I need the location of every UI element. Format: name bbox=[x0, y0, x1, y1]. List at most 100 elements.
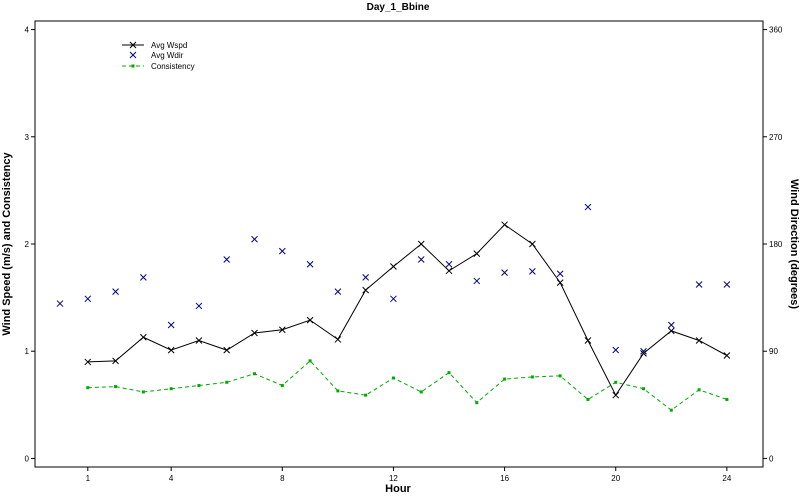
data-point bbox=[112, 357, 119, 365]
data-point bbox=[417, 240, 425, 248]
data-point bbox=[253, 372, 257, 376]
data-point bbox=[417, 256, 425, 263]
data-point bbox=[501, 269, 508, 276]
y-tick-label: 0 bbox=[25, 454, 30, 463]
data-point bbox=[251, 235, 258, 243]
legend-wspd-label: Avg Wspd bbox=[151, 41, 187, 50]
data-point bbox=[447, 371, 451, 375]
legend-item-consistency: Consistency bbox=[122, 62, 195, 71]
data-point bbox=[141, 390, 145, 394]
data-point bbox=[419, 390, 423, 394]
series-line bbox=[87, 224, 728, 397]
data-point bbox=[169, 387, 173, 391]
legend: Avg Wspd Avg Wdir Consistency bbox=[122, 41, 195, 71]
data-point bbox=[223, 256, 231, 263]
data-point bbox=[195, 302, 203, 310]
data-point bbox=[336, 389, 340, 393]
y-tick-label: 1 bbox=[25, 347, 30, 356]
data-point bbox=[445, 260, 453, 268]
y2-tick-label: 0 bbox=[769, 454, 774, 463]
x-tick-label: 1 bbox=[86, 474, 91, 483]
x-tick-label: 4 bbox=[169, 474, 174, 483]
data-point bbox=[56, 300, 64, 307]
x-tick-label: 8 bbox=[280, 474, 285, 483]
data-point bbox=[84, 295, 92, 303]
data-point bbox=[223, 346, 231, 354]
data-point bbox=[695, 281, 703, 288]
legend-wspd-marker bbox=[129, 41, 137, 49]
data-point bbox=[640, 347, 647, 355]
y2-tick-label: 180 bbox=[769, 240, 783, 249]
data-point bbox=[584, 203, 592, 211]
data-point bbox=[251, 329, 258, 337]
data-point bbox=[114, 385, 118, 389]
data-point bbox=[167, 321, 175, 329]
data-point bbox=[473, 250, 481, 258]
data-point bbox=[501, 221, 508, 229]
legend-wdir-marker bbox=[129, 51, 137, 59]
data-point bbox=[195, 337, 203, 344]
data-point bbox=[167, 346, 175, 354]
legend-wdir-label: Avg Wdir bbox=[151, 51, 184, 60]
y2-tick-label: 360 bbox=[769, 26, 783, 35]
data-point bbox=[725, 397, 729, 401]
y-tick-label: 4 bbox=[25, 26, 30, 35]
data-point bbox=[112, 288, 119, 296]
data-point bbox=[306, 316, 314, 324]
data-point bbox=[445, 267, 453, 275]
legend-consistency-label: Consistency bbox=[151, 62, 195, 71]
data-point bbox=[280, 384, 284, 388]
x-tick-label: 16 bbox=[500, 474, 509, 483]
data-point bbox=[362, 274, 370, 281]
data-point bbox=[614, 380, 618, 384]
series-2 bbox=[86, 359, 729, 412]
data-point bbox=[503, 377, 507, 381]
data-point bbox=[308, 359, 312, 363]
series-line bbox=[87, 360, 728, 411]
data-point bbox=[558, 374, 562, 378]
data-point bbox=[723, 352, 731, 359]
legend-item-wdir: Avg Wdir bbox=[129, 51, 184, 60]
data-point bbox=[475, 401, 479, 405]
data-point bbox=[612, 391, 620, 399]
series-1 bbox=[56, 203, 731, 355]
data-point bbox=[556, 270, 564, 278]
data-point bbox=[362, 286, 370, 294]
data-point bbox=[642, 387, 646, 391]
x-tick-label: 12 bbox=[389, 474, 398, 483]
data-point bbox=[306, 260, 314, 268]
data-point bbox=[140, 333, 147, 341]
data-point bbox=[391, 376, 395, 380]
data-point bbox=[197, 384, 201, 388]
data-point bbox=[584, 337, 592, 344]
y2-axis-label: Wind Direction (degrees) bbox=[788, 179, 800, 309]
data-point bbox=[640, 350, 647, 357]
data-point bbox=[586, 397, 590, 401]
legend-item-wspd: Avg Wspd bbox=[122, 41, 187, 50]
data-point bbox=[390, 263, 397, 270]
data-point bbox=[334, 336, 342, 343]
data-point bbox=[86, 386, 90, 390]
data-point bbox=[556, 279, 564, 286]
data-point bbox=[530, 375, 534, 379]
x-tick-label: 20 bbox=[611, 474, 620, 483]
data-point bbox=[473, 277, 481, 285]
legend-consistency-marker bbox=[131, 64, 135, 68]
data-point bbox=[529, 268, 536, 275]
y-axis-label: Wind Speed (m/s) and Consistency bbox=[1, 151, 13, 335]
data-point bbox=[667, 327, 675, 335]
y2-tick-label: 270 bbox=[769, 133, 783, 142]
chart-title: Day_1_Bbine bbox=[367, 2, 430, 13]
data-point bbox=[364, 393, 368, 397]
y2-tick-label: 90 bbox=[769, 347, 778, 356]
y-tick-label: 3 bbox=[25, 133, 30, 142]
data-point bbox=[140, 274, 147, 281]
data-point bbox=[612, 346, 620, 354]
series-0 bbox=[84, 221, 731, 399]
plot-area bbox=[34, 20, 764, 468]
data-point bbox=[84, 358, 92, 366]
data-point bbox=[697, 388, 701, 392]
data-point bbox=[723, 281, 731, 288]
y-tick-label: 2 bbox=[25, 240, 30, 249]
